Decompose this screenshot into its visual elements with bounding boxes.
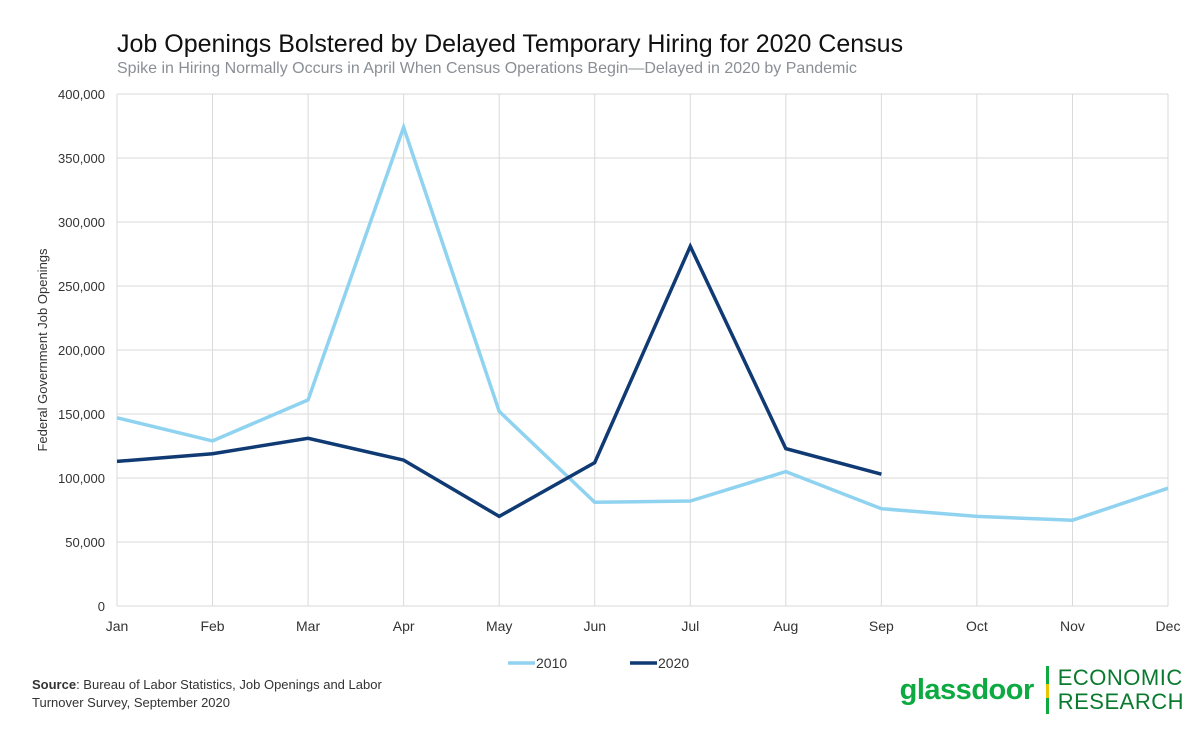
x-tick-label: Feb — [200, 618, 224, 634]
x-tick-label: Aug — [773, 618, 798, 634]
source-text: : Bureau of Labor Statistics, Job Openin… — [32, 677, 382, 710]
x-tick-label: Apr — [393, 618, 415, 634]
x-tick-label: Dec — [1156, 618, 1181, 634]
brand-wordmark: glassdoor — [899, 673, 1035, 706]
y-tick-label: 400,000 — [58, 87, 105, 102]
brand-logo: glassdoor ECONOMIC RESEARCH — [900, 664, 1184, 716]
x-tick-label: Jul — [681, 618, 699, 634]
brand-label-line1: ECONOMIC — [1057, 665, 1183, 690]
y-tick-label: 150,000 — [58, 407, 105, 422]
brand-divider — [1045, 666, 1049, 714]
y-tick-label: 350,000 — [58, 151, 105, 166]
x-tick-label: Jun — [583, 618, 606, 634]
y-tick-label: 0 — [98, 599, 105, 614]
y-tick-label: 50,000 — [65, 535, 105, 550]
x-tick-label: Sep — [869, 618, 894, 634]
chart-subtitle: Spike in Hiring Normally Occurs in April… — [117, 60, 857, 77]
brand-label-line2: RESEARCH — [1057, 689, 1184, 714]
y-tick-label: 200,000 — [58, 343, 105, 358]
source-note: Source: Bureau of Labor Statistics, Job … — [32, 676, 412, 712]
legend-label-2020: 2020 — [658, 655, 689, 671]
y-tick-label: 100,000 — [58, 471, 105, 486]
x-tick-label: May — [486, 618, 512, 634]
brand-label: ECONOMIC RESEARCH — [1058, 666, 1184, 714]
x-tick-label: Nov — [1060, 618, 1085, 634]
series-line-2010 — [116, 121, 1169, 522]
x-tick-label: Oct — [966, 618, 988, 634]
source-label: Source — [32, 677, 77, 692]
legend-label-2010: 2010 — [536, 655, 567, 671]
y-tick-label: 300,000 — [58, 215, 105, 230]
chart-title: Job Openings Bolstered by Delayed Tempor… — [117, 30, 904, 58]
y-tick-label: 250,000 — [58, 279, 105, 294]
x-tick-label: Mar — [296, 618, 320, 634]
y-axis-title: Federal Government Job Openings — [35, 248, 50, 452]
x-tick-label: Jan — [106, 618, 129, 634]
